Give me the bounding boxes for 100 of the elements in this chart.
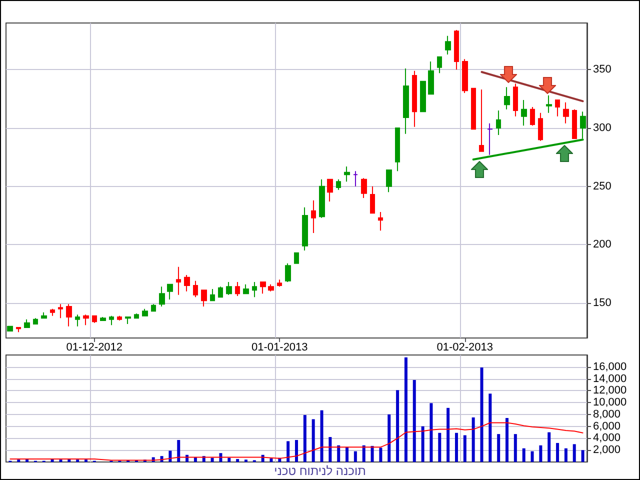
candlestick (58, 304, 63, 319)
bar (506, 418, 509, 462)
candlestick (395, 128, 400, 172)
bar (530, 451, 534, 462)
bar (581, 450, 584, 462)
bar (210, 458, 214, 462)
bar (228, 458, 231, 462)
candlestick (277, 279, 282, 288)
candlestick (226, 282, 232, 296)
candlestick (496, 110, 501, 136)
candlestick (75, 314, 80, 327)
candlestick (16, 327, 21, 333)
candlestick (479, 89, 484, 152)
candlestick (252, 282, 257, 298)
y-tick-label: 6,000 (593, 420, 621, 432)
candlestick (294, 252, 299, 264)
candlestick (83, 314, 89, 326)
candlestick (41, 312, 47, 319)
candlestick (184, 274, 190, 292)
y-tick-label: 200 (593, 238, 612, 251)
candlestick (285, 262, 291, 282)
y-tick-label: 8,000 (593, 408, 621, 420)
bar (337, 445, 340, 462)
bar (286, 441, 290, 462)
candlestick (218, 286, 223, 298)
candlestick (327, 178, 333, 202)
bar (303, 415, 306, 462)
candlestick (7, 326, 13, 332)
y-tick-label: 4,000 (593, 432, 621, 444)
candlestick (555, 100, 560, 117)
candlestick (100, 316, 106, 321)
bar (177, 440, 180, 462)
candlestick (159, 286, 165, 307)
candlestick (142, 308, 148, 316)
candlestick (92, 315, 97, 324)
bar (295, 440, 298, 462)
candlestick (319, 178, 325, 218)
bar (572, 444, 576, 462)
y-tick-label: 16,000 (593, 360, 627, 373)
candlestick (260, 282, 266, 294)
candlestick (563, 102, 569, 124)
candlestick (33, 318, 38, 324)
candlestick (428, 61, 434, 95)
candlestick (268, 284, 274, 292)
candlestick (513, 83, 518, 117)
bar (446, 408, 450, 462)
x-tick-label: 01-02-2013 (436, 342, 494, 354)
bar (320, 410, 324, 462)
candlestick (353, 170, 358, 187)
y-tick-label: 12,000 (593, 384, 627, 397)
bar (396, 390, 400, 462)
candlestick (445, 35, 451, 55)
y-tick-label: 10,000 (593, 396, 627, 409)
y-tick-label: 14,000 (593, 372, 627, 385)
candlestick (344, 166, 350, 182)
candlestick (134, 313, 139, 319)
y-tick-label: 300 (593, 122, 612, 134)
bar (480, 367, 484, 462)
bar (556, 442, 560, 462)
x-tick-label: 01-12-2012 (66, 342, 123, 354)
candlestick (471, 88, 476, 130)
candlestick (302, 206, 308, 251)
candlestick (24, 318, 30, 328)
candlestick (386, 170, 392, 193)
bar (497, 434, 500, 462)
y-tick-label: 350 (593, 64, 612, 76)
bar (522, 448, 526, 462)
candlestick (109, 315, 114, 326)
bar (421, 426, 424, 462)
bar (328, 437, 332, 462)
x-tick-label: 01-01-2013 (252, 342, 308, 354)
candlestick (176, 266, 181, 296)
y-tick-label: 250 (593, 180, 612, 192)
candlestick (454, 30, 459, 70)
candlestick (151, 304, 156, 312)
bar (463, 435, 466, 462)
bar (388, 414, 391, 462)
bar (564, 448, 568, 462)
candlestick (403, 68, 409, 134)
candlestick (361, 178, 367, 198)
candlestick (311, 200, 316, 234)
bar (168, 450, 172, 462)
bar (312, 419, 315, 462)
candlestick (487, 122, 493, 156)
bar (379, 448, 382, 462)
candlestick (117, 315, 122, 321)
text: תוכנה לניתוח טכני (274, 464, 366, 478)
candlestick (336, 178, 341, 190)
bar (454, 432, 458, 462)
candlestick (125, 316, 131, 324)
bar (488, 394, 492, 462)
candlestick (243, 284, 249, 294)
candlestick (235, 282, 240, 296)
candlestick (66, 304, 72, 327)
bar (539, 445, 542, 462)
candlestick (521, 100, 527, 126)
bar (362, 445, 366, 462)
bar (404, 357, 408, 462)
candlestick (462, 58, 468, 94)
candlestick (378, 212, 383, 232)
